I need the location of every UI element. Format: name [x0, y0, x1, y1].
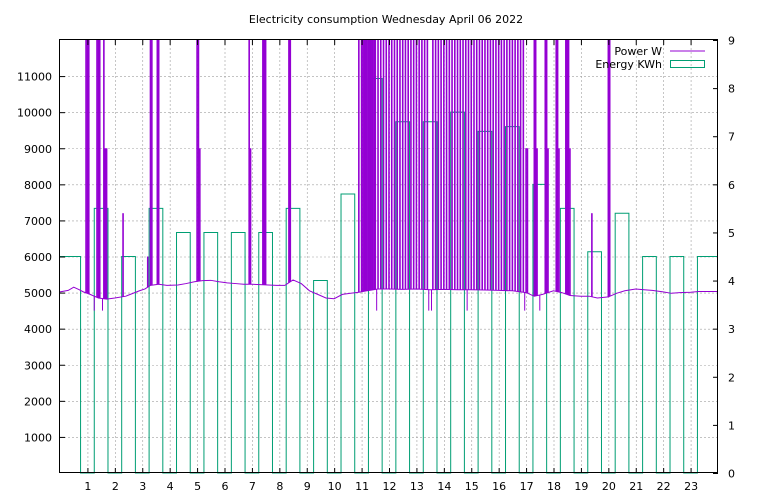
x-tick-label: 14 — [437, 480, 451, 493]
x-tick-label: 3 — [139, 480, 146, 493]
x-tick-label: 15 — [465, 480, 479, 493]
x-tick-label: 16 — [492, 480, 506, 493]
power-line — [59, 279, 718, 300]
legend-swatch-energy — [670, 60, 705, 68]
legend-label-power: Power W — [614, 45, 662, 58]
y2-tick-label: 2 — [728, 371, 735, 384]
y-tick-label: 1000 — [24, 431, 52, 444]
y-tick-label: 7000 — [24, 215, 52, 228]
y2-tick-label: 4 — [728, 275, 735, 288]
legend-label-energy: Energy KWh — [595, 58, 662, 71]
x-tick-label: 9 — [304, 480, 311, 493]
x-tick-label: 21 — [629, 480, 643, 493]
chart-title: Electricity consumption Wednesday April … — [249, 13, 523, 26]
y2-tick-label: 6 — [728, 179, 735, 192]
y-tick-label: 8000 — [24, 179, 52, 192]
x-tick-label: 22 — [657, 480, 671, 493]
x-tick-label: 10 — [328, 480, 342, 493]
x-tick-label: 11 — [355, 480, 369, 493]
y-tick-label: 3000 — [24, 359, 52, 372]
y2-tick-label: 9 — [728, 35, 735, 48]
y2-tick-label: 3 — [728, 323, 735, 336]
x-tick-label: 7 — [249, 480, 256, 493]
plot-frame — [59, 39, 718, 473]
x-tick-label: 5 — [194, 480, 201, 493]
y-tick-label: 2000 — [24, 395, 52, 408]
y2-tick-label: 5 — [728, 227, 735, 240]
y2-tick-label: 0 — [728, 468, 735, 481]
x-tick-label: 4 — [167, 480, 174, 493]
y-tick-label: 6000 — [24, 251, 52, 264]
x-tick-label: 2 — [112, 480, 119, 493]
x-tick-label: 18 — [547, 480, 561, 493]
x-tick-label: 13 — [410, 480, 424, 493]
y-tick-label: 5000 — [24, 287, 52, 300]
legend: Power W Energy KWh — [595, 45, 705, 71]
axis-ticks: 1 2 3 4 5 6 7 8 9 10 11 12 13 14 15 16 17 18 19 20 21 22 23100… — [17, 35, 735, 494]
y2-tick-label: 1 — [728, 419, 735, 432]
x-tick-label: 19 — [574, 480, 588, 493]
power-series — [59, 40, 718, 311]
y2-tick-label: 8 — [728, 83, 735, 96]
x-tick-label: 8 — [276, 480, 283, 493]
y-tick-label: 11000 — [17, 71, 52, 84]
y2-tick-label: 7 — [728, 131, 735, 144]
y-tick-label: 9000 — [24, 143, 52, 156]
x-tick-label: 23 — [684, 480, 698, 493]
y-tick-label: 4000 — [24, 323, 52, 336]
x-tick-label: 20 — [602, 480, 616, 493]
x-tick-label: 17 — [520, 480, 534, 493]
x-tick-label: 6 — [222, 480, 229, 493]
x-tick-label: 1 — [84, 480, 91, 493]
y-tick-label: 10000 — [17, 107, 52, 120]
x-tick-label: 12 — [383, 480, 397, 493]
